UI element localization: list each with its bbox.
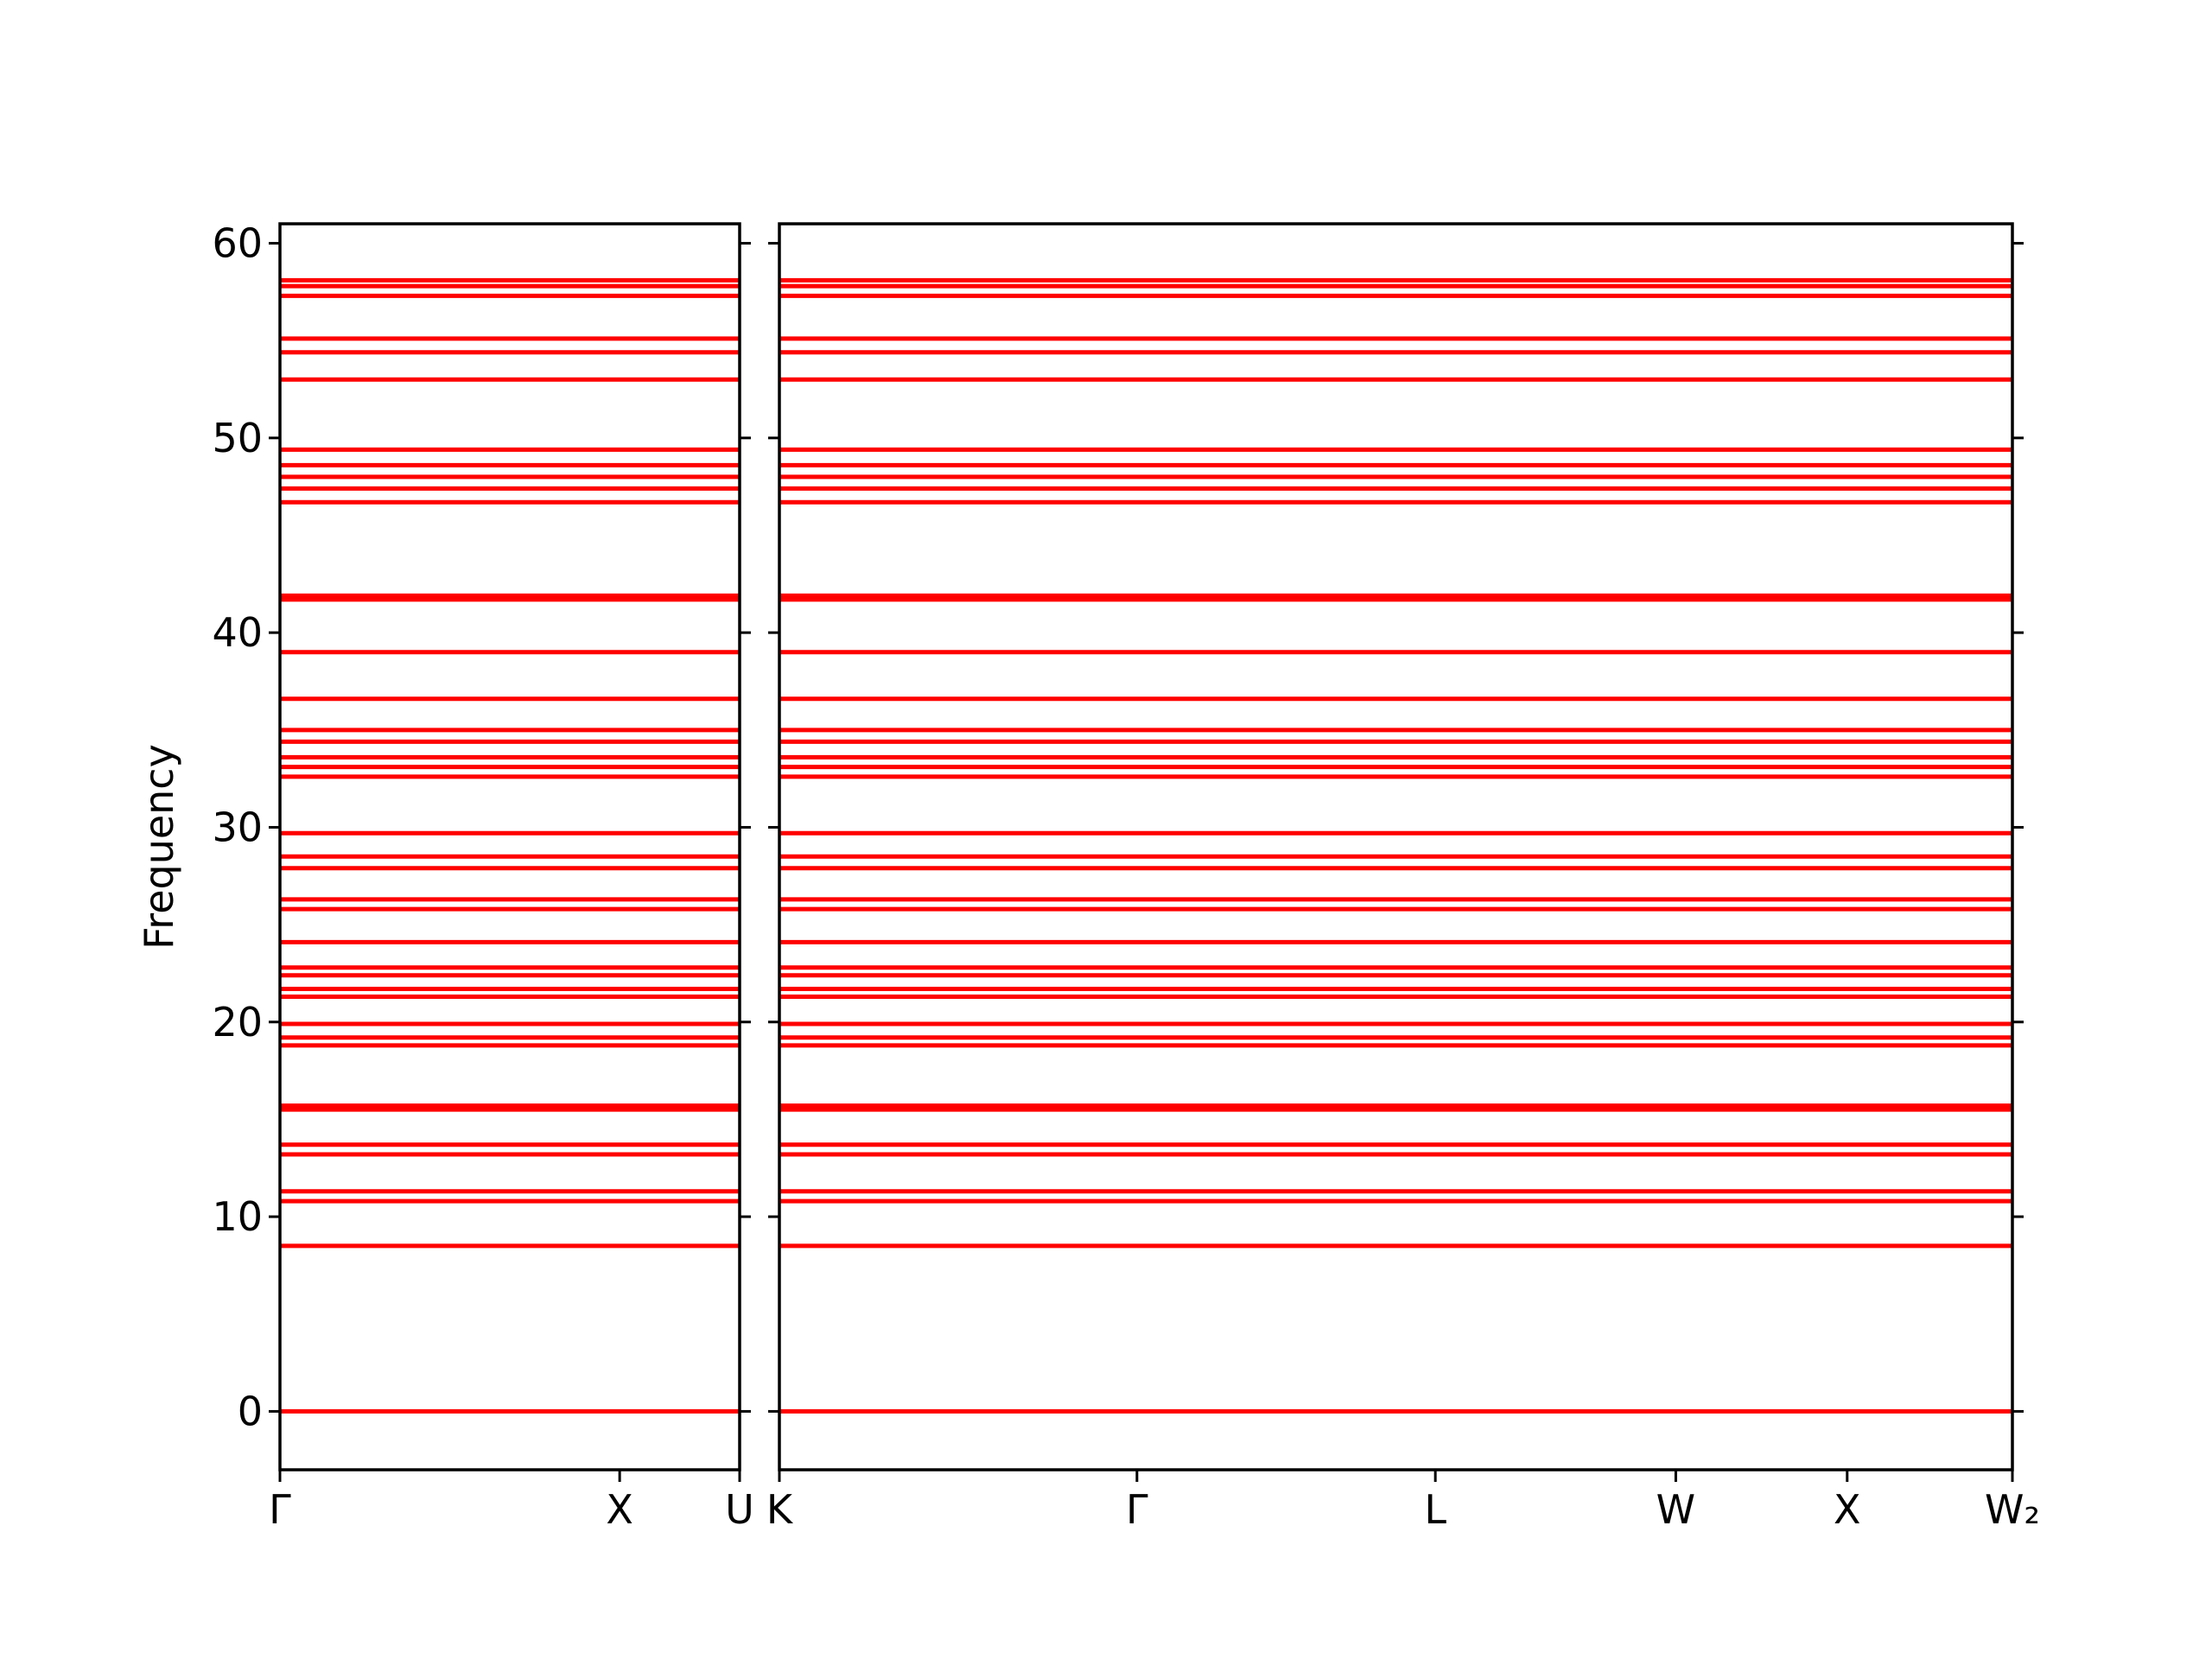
x-tick-label: Γ	[269, 1486, 291, 1533]
x-tick-label: Γ	[1126, 1486, 1148, 1533]
x-tick-label: K	[766, 1486, 794, 1533]
y-axis-label: Frequency	[136, 744, 182, 950]
plot-frame	[778, 222, 2014, 1471]
y-tick-label: 40	[212, 609, 263, 656]
x-tick-label: X	[606, 1486, 633, 1533]
x-tick-label: L	[1424, 1486, 1446, 1533]
x-tick-label: W	[1656, 1486, 1695, 1533]
y-tick-label: 30	[212, 804, 263, 850]
y-tick-label: 60	[212, 220, 263, 267]
x-tick-label: U	[725, 1486, 754, 1533]
y-tick-label: 20	[212, 999, 263, 1046]
x-tick-label: W₂	[1985, 1486, 2040, 1533]
y-tick-label: 10	[212, 1193, 263, 1240]
x-tick-label: X	[1834, 1486, 1861, 1533]
plot-frame	[278, 222, 741, 1471]
y-tick-label: 0	[238, 1388, 263, 1434]
y-tick-label: 50	[212, 415, 263, 461]
